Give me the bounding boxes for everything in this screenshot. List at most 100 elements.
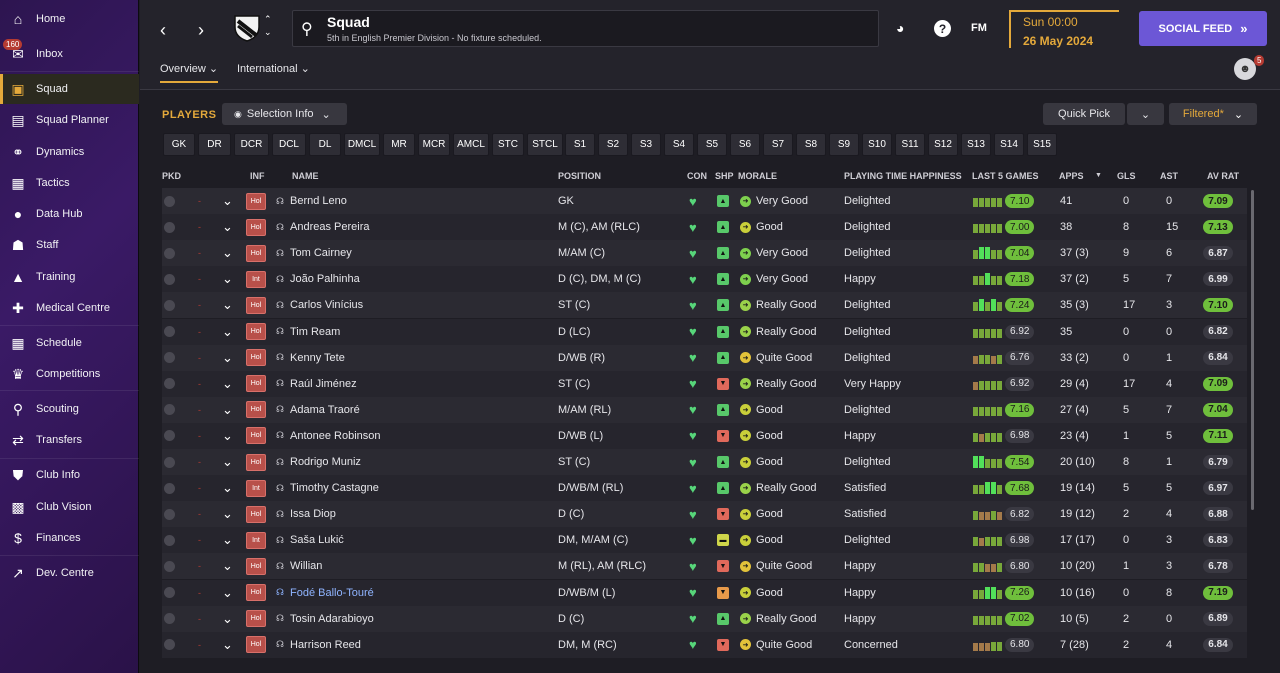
- position-filter-dl[interactable]: DL: [309, 133, 341, 156]
- player-name-cell[interactable]: ☊ Andreas Pereira: [276, 214, 370, 240]
- pick-checkbox[interactable]: [164, 188, 175, 214]
- table-row[interactable]: - ⌄ Hol ☊ Tom Cairney M/AM (C) ♥ ▲ ➜ Very Good Del…: [162, 240, 1247, 267]
- position-filter-s10[interactable]: S10: [862, 133, 892, 156]
- row-options-chevron-icon[interactable]: ⌄: [222, 193, 233, 208]
- sidebar-item-finances[interactable]: $ Finances: [0, 526, 139, 550]
- club-crest-icon[interactable]: [232, 13, 262, 43]
- player-name-cell[interactable]: ☊ Saša Lukić: [276, 527, 344, 553]
- position-filter-gk[interactable]: GK: [163, 133, 195, 156]
- pick-checkbox[interactable]: [164, 266, 175, 292]
- position-filter-mr[interactable]: MR: [383, 133, 415, 156]
- page-title-search[interactable]: ⚲ Squad 5th in English Premier Division …: [292, 10, 879, 47]
- pick-checkbox[interactable]: [164, 345, 175, 371]
- col-con[interactable]: CON: [687, 171, 707, 181]
- position-filter-stcl[interactable]: STCL: [527, 133, 563, 156]
- player-name-cell[interactable]: ☊ Fodé Ballo-Touré: [276, 580, 374, 606]
- globe-icon[interactable]: ◕: [896, 20, 905, 36]
- position-filter-s7[interactable]: S7: [763, 133, 793, 156]
- position-filter-s4[interactable]: S4: [664, 133, 694, 156]
- sidebar-item-club-vision[interactable]: ▩ Club Vision: [0, 495, 139, 519]
- player-name-cell[interactable]: ☊ Timothy Castagne: [276, 475, 379, 501]
- position-filter-mcr[interactable]: MCR: [418, 133, 450, 156]
- position-filter-s1[interactable]: S1: [565, 133, 595, 156]
- player-name[interactable]: Tim Ream: [290, 325, 341, 338]
- col-apps[interactable]: APPS: [1059, 171, 1084, 181]
- table-row[interactable]: - ⌄ Int ☊ Saša Lukić DM, M/AM (C) ♥ ▬ ➜ Good Delig…: [162, 527, 1247, 554]
- position-filter-stc[interactable]: STC: [492, 133, 524, 156]
- search-icon[interactable]: ⚲: [301, 21, 313, 38]
- manager-avatar-icon[interactable]: ☻: [1234, 58, 1256, 80]
- player-name-cell[interactable]: ☊ Tom Cairney: [276, 240, 352, 266]
- quick-pick-button[interactable]: Quick Pick: [1043, 103, 1125, 125]
- tab-international[interactable]: International ⌄: [237, 62, 310, 75]
- pick-checkbox[interactable]: [164, 449, 175, 475]
- player-name[interactable]: Harrison Reed: [290, 638, 361, 651]
- player-name[interactable]: João Palhinha: [290, 273, 360, 286]
- crest-chevron-down-icon[interactable]: ⌄: [264, 27, 272, 37]
- player-name[interactable]: Timothy Castagne: [290, 482, 379, 495]
- pick-checkbox[interactable]: [164, 475, 175, 501]
- row-options-chevron-icon[interactable]: ⌄: [222, 532, 233, 548]
- col-name[interactable]: NAME: [292, 171, 319, 181]
- row-options-chevron-icon[interactable]: ⌄: [222, 271, 233, 287]
- table-row[interactable]: - ⌄ Hol ☊ Tosin Adarabioyo D (C) ♥ ▲ ➜ Really Goo…: [162, 605, 1247, 632]
- quick-pick-dropdown[interactable]: ⌄: [1127, 103, 1164, 125]
- pick-checkbox[interactable]: [164, 397, 175, 423]
- sort-desc-icon[interactable]: ▼: [1095, 172, 1102, 179]
- row-options-chevron-icon[interactable]: ⌄: [222, 584, 233, 600]
- pick-checkbox[interactable]: [164, 240, 175, 266]
- player-name-cell[interactable]: ☊ Adama Traoré: [276, 397, 360, 423]
- position-filter-s11[interactable]: S11: [895, 133, 925, 156]
- sidebar-item-home[interactable]: ⌂ Home: [0, 7, 139, 31]
- player-name[interactable]: Raúl Jiménez: [290, 377, 357, 390]
- player-name-cell[interactable]: ☊ Kenny Tete: [276, 345, 345, 371]
- row-options-chevron-icon[interactable]: ⌄: [222, 480, 233, 496]
- player-name[interactable]: Fodé Ballo-Touré: [290, 586, 374, 599]
- player-name-cell[interactable]: ☊ Willian: [276, 553, 322, 579]
- fm-logo-button[interactable]: FM: [971, 22, 987, 34]
- sidebar-item-data-hub[interactable]: ● Data Hub: [0, 202, 139, 226]
- table-row[interactable]: - ⌄ Hol ☊ Raúl Jiménez ST (C) ♥ ▼ ➜ Really Good Ve…: [162, 370, 1247, 397]
- help-icon[interactable]: ?: [934, 20, 951, 37]
- position-filter-s5[interactable]: S5: [697, 133, 727, 156]
- player-name-cell[interactable]: ☊ Harrison Reed: [276, 632, 361, 658]
- player-name-cell[interactable]: ☊ Tim Ream: [276, 319, 340, 345]
- col-morale[interactable]: MORALE: [738, 171, 777, 181]
- table-row[interactable]: - ⌄ Hol ☊ Fodé Ballo-Touré D/WB/M (L) ♥ ▼ ➜ Good H…: [162, 579, 1247, 606]
- row-options-chevron-icon[interactable]: ⌄: [222, 636, 233, 652]
- position-filter-s8[interactable]: S8: [796, 133, 826, 156]
- player-name[interactable]: Rodrigo Muniz: [290, 456, 361, 468]
- filter-dropdown[interactable]: Filtered* ⌄: [1169, 103, 1257, 125]
- table-row[interactable]: - ⌄ Hol ☊ Issa Diop D (C) ♥ ▼ ➜ Good Satisfied 6.82…: [162, 501, 1247, 528]
- row-options-chevron-icon[interactable]: ⌄: [222, 610, 233, 626]
- sidebar-item-transfers[interactable]: ⇄ Transfers: [0, 428, 139, 452]
- table-row[interactable]: - ⌄ Hol ☊ Kenny Tete D/WB (R) ♥ ▲ ➜ Quite Good Del…: [162, 344, 1247, 371]
- player-name-cell[interactable]: ☊ Tosin Adarabioyo: [276, 606, 374, 632]
- position-filter-dmcl[interactable]: DMCL: [344, 133, 380, 156]
- col-ast[interactable]: AST: [1160, 171, 1178, 181]
- player-name-cell[interactable]: ☊ Bernd Leno: [276, 188, 347, 214]
- table-row[interactable]: - ⌄ Hol ☊ Rodrigo Muniz ST (C) ♥ ▲ ➜ Good Delighte…: [162, 449, 1247, 475]
- col-shp[interactable]: SHP: [715, 171, 734, 181]
- row-options-chevron-icon[interactable]: ⌄: [222, 297, 233, 313]
- crest-chevron-up-icon[interactable]: ⌃: [264, 14, 272, 24]
- pick-checkbox[interactable]: [164, 214, 175, 240]
- col-gls[interactable]: GLS: [1117, 171, 1136, 181]
- col-last-5-games[interactable]: LAST 5 GAMES: [972, 171, 1039, 181]
- row-options-chevron-icon[interactable]: ⌄: [222, 454, 233, 469]
- player-name[interactable]: Andreas Pereira: [290, 221, 370, 234]
- player-name-cell[interactable]: ☊ Carlos Vinícius: [276, 292, 363, 318]
- row-options-chevron-icon[interactable]: ⌄: [222, 349, 233, 365]
- position-filter-s12[interactable]: S12: [928, 133, 958, 156]
- position-filter-s6[interactable]: S6: [730, 133, 760, 156]
- player-name[interactable]: Kenny Tete: [290, 351, 345, 364]
- player-name-cell[interactable]: ☊ João Palhinha: [276, 266, 360, 292]
- row-options-chevron-icon[interactable]: ⌄: [222, 323, 233, 339]
- selection-info-dropdown[interactable]: ◉ Selection Info ⌄: [222, 103, 347, 125]
- position-filter-amcl[interactable]: AMCL: [453, 133, 489, 156]
- player-name[interactable]: Issa Diop: [290, 508, 336, 521]
- position-filter-dcr[interactable]: DCR: [234, 133, 269, 156]
- pick-checkbox[interactable]: [164, 423, 175, 449]
- table-row[interactable]: - ⌄ Hol ☊ Willian M (RL), AM (RLC) ♥ ▼ ➜ Quite Go…: [162, 553, 1247, 580]
- position-filter-s2[interactable]: S2: [598, 133, 628, 156]
